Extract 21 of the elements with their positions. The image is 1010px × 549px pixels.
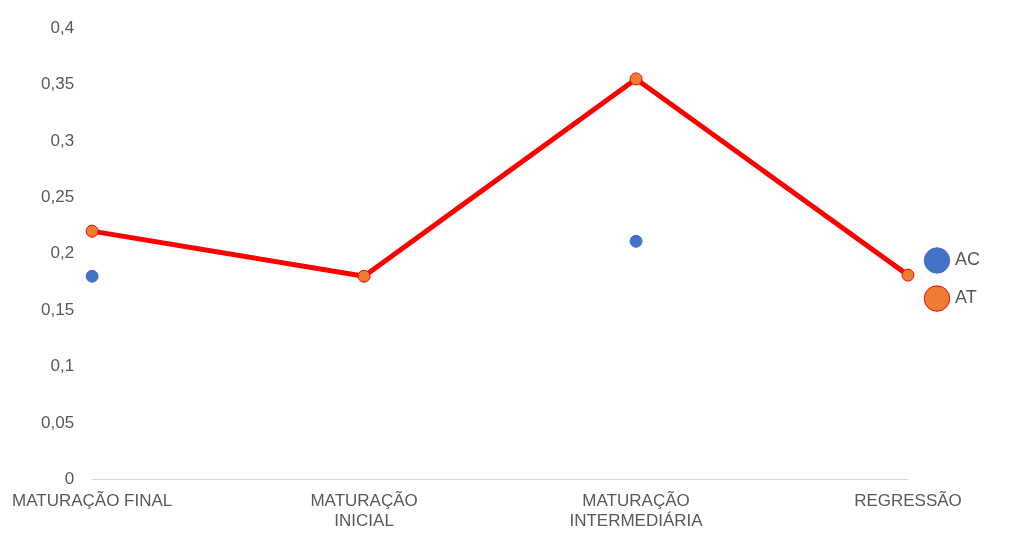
legend-label: AC	[955, 249, 981, 270]
y-tick-label: 0,25	[41, 187, 75, 207]
y-tick-label: 0,3	[50, 130, 75, 150]
x-tick-label: REGRESSÃO	[854, 491, 962, 511]
y-tick-label: 0,1	[50, 356, 75, 376]
point	[85, 224, 99, 238]
y-tick-label: 0	[64, 468, 75, 488]
y-tick-label: 0,4	[50, 17, 75, 37]
y-tick-label: 0,2	[50, 243, 75, 263]
point	[357, 269, 371, 283]
x-tick-label: MATURAÇÃO INTERMEDIÁRIA	[569, 491, 704, 531]
legend-label: AT	[955, 287, 977, 308]
x-tick-label: MATURAÇÃO FINAL	[11, 491, 173, 511]
point	[85, 269, 99, 283]
y-tick-label: 0,05	[41, 412, 75, 432]
y-tick-label: 0,35	[41, 74, 75, 94]
y-tick-label: 0,15	[41, 299, 75, 319]
point	[629, 234, 643, 248]
point	[901, 268, 915, 282]
point	[629, 72, 643, 86]
x-tick-label: MATURAÇÃO INICIAL	[310, 491, 418, 531]
